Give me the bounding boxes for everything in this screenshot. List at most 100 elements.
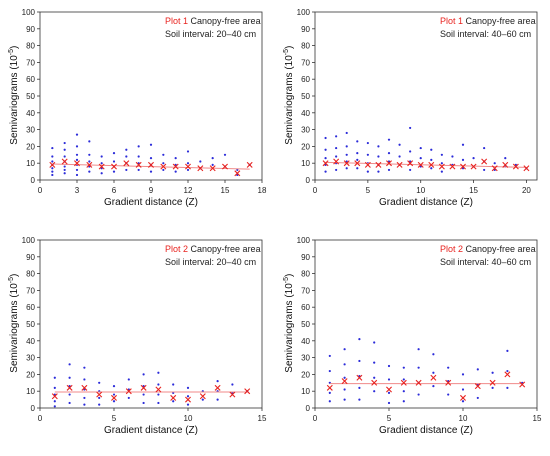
mean-marker	[519, 381, 526, 388]
y-tick-label: 50	[301, 320, 310, 329]
plot-label: Plot 2	[165, 244, 189, 254]
x-tick-label: 0	[313, 414, 318, 423]
data-point	[174, 170, 177, 173]
mean-marker	[491, 165, 498, 172]
mean-marker	[415, 379, 422, 386]
data-point	[127, 396, 130, 400]
mean-marker	[333, 158, 340, 165]
mean-marker	[460, 163, 466, 170]
mean-marker	[474, 383, 481, 390]
data-point	[68, 363, 71, 366]
data-point	[451, 155, 454, 158]
y-tick-label: 20	[301, 142, 310, 151]
data-point	[402, 400, 405, 403]
data-point	[63, 168, 66, 172]
x-axis-label: Gradient distance (Z)	[104, 425, 198, 436]
y-tick-label: 70	[301, 58, 310, 67]
data-point	[172, 383, 175, 386]
data-point	[186, 395, 190, 398]
data-point	[51, 160, 54, 163]
data-point	[98, 403, 101, 406]
data-point	[493, 162, 496, 165]
data-point	[223, 153, 227, 156]
y-axis-label-exponent: -5	[7, 48, 15, 56]
y-axis-label-end: )	[9, 45, 21, 49]
plot-label: Plot 1	[440, 16, 464, 26]
data-point	[162, 162, 165, 165]
mean-marker	[61, 158, 68, 165]
y-axis-label-main: Semivariograms (10	[9, 55, 21, 145]
mean-marker	[170, 394, 177, 401]
data-point	[373, 390, 376, 393]
data-point	[75, 133, 79, 136]
mean-marker	[246, 161, 253, 168]
data-point	[112, 393, 116, 396]
data-point	[162, 168, 165, 172]
data-point	[125, 148, 128, 151]
data-point	[324, 148, 327, 151]
data-point	[335, 168, 338, 172]
data-point	[216, 380, 219, 383]
data-point	[88, 140, 91, 143]
y-tick-label: 10	[301, 159, 310, 168]
fit-line	[52, 163, 250, 170]
data-point	[506, 386, 509, 389]
y-axis-label: Semivariograms (10-5)	[283, 248, 295, 398]
y-tick-label: 60	[26, 303, 35, 312]
data-point	[491, 371, 494, 374]
x-tick-label: 18	[258, 186, 267, 195]
data-point	[83, 403, 86, 406]
x-tick-label: 10	[416, 186, 425, 195]
data-point	[335, 135, 338, 138]
data-point	[142, 373, 145, 376]
data-point	[142, 393, 145, 396]
data-point	[440, 153, 443, 156]
data-point	[137, 168, 140, 172]
data-point	[335, 155, 338, 158]
data-point	[149, 170, 153, 173]
data-point	[356, 140, 359, 143]
y-tick-label: 90	[301, 25, 310, 34]
data-point	[162, 153, 165, 156]
data-point	[142, 401, 145, 405]
data-point	[88, 170, 91, 173]
y-tick-label: 20	[26, 142, 35, 151]
data-point	[387, 378, 391, 381]
data-point	[51, 173, 54, 177]
mean-marker	[371, 379, 378, 386]
mean-marker	[185, 396, 191, 403]
data-point	[137, 155, 140, 158]
soil-interval-label: Soil interval:	[440, 257, 490, 267]
annotation-line-2: Soil interval: 40–60 cm	[440, 28, 536, 41]
data-point	[125, 168, 128, 172]
y-tick-label: 20	[301, 370, 310, 379]
data-point	[343, 363, 346, 366]
mean-marker	[98, 163, 105, 170]
x-tick-label: 5	[112, 414, 117, 423]
data-point	[387, 391, 391, 394]
data-point	[402, 390, 405, 393]
mean-marker	[430, 374, 437, 381]
mean-marker	[74, 160, 80, 167]
mean-marker	[417, 161, 424, 168]
y-tick-label: 0	[31, 176, 36, 185]
data-point	[63, 141, 66, 145]
mean-marker	[86, 161, 93, 168]
y-axis-label-main: Semivariograms (10	[9, 283, 21, 373]
data-point	[63, 172, 66, 175]
data-point	[343, 376, 346, 379]
data-point	[417, 348, 420, 351]
x-tick-label: 15	[221, 186, 230, 195]
data-point	[186, 403, 190, 406]
mean-marker	[135, 161, 142, 168]
area-label: Canopy-free area	[465, 16, 536, 26]
data-point	[98, 381, 101, 384]
y-axis-label: Semivariograms (10-5)	[8, 248, 20, 398]
mean-marker	[445, 379, 452, 386]
data-point	[343, 398, 346, 401]
y-axis-label-end: )	[284, 45, 296, 49]
mean-marker	[199, 393, 206, 400]
data-point	[149, 143, 153, 146]
y-tick-label: 10	[26, 387, 35, 396]
data-point	[63, 155, 66, 158]
